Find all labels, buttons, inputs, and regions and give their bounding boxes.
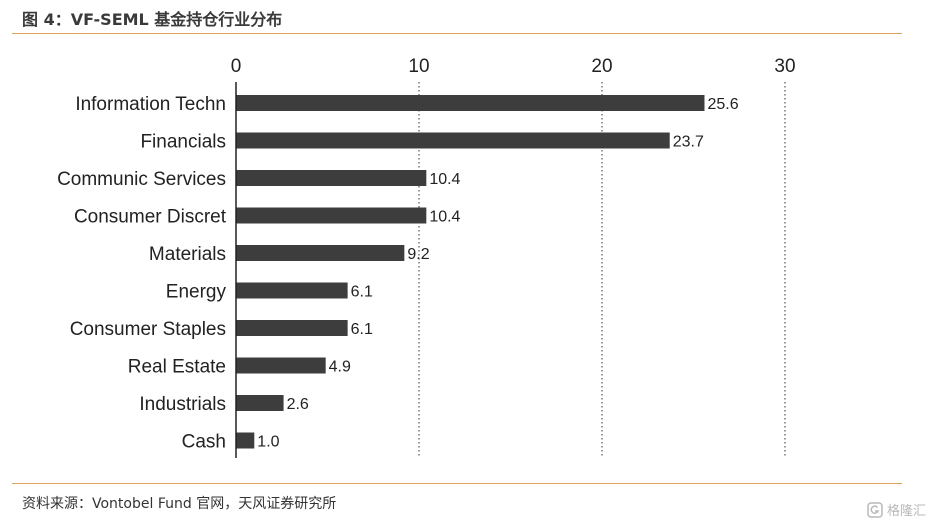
- bars: [236, 95, 705, 449]
- category-label: Consumer Discret: [74, 207, 227, 228]
- category-label: Materials: [149, 244, 226, 265]
- category-label: Communic Services: [57, 169, 226, 190]
- value-label: 1.0: [257, 434, 279, 451]
- watermark: 格隆汇: [867, 500, 926, 519]
- x-tick-label: 10: [408, 56, 429, 77]
- value-labels: 25.6 23.7 10.4 10.4 9.2 6.1 6.1 4.9 2.6 1.0: [257, 96, 738, 451]
- bottom-divider: [12, 483, 902, 484]
- brand-logo-icon: [867, 501, 883, 518]
- x-tick-label: 20: [591, 56, 612, 77]
- value-label: 4.9: [329, 359, 351, 376]
- category-label: Consumer Staples: [70, 319, 226, 340]
- x-tick-label: 30: [774, 56, 795, 77]
- value-label: 25.6: [707, 96, 738, 113]
- gridlines: [418, 82, 786, 458]
- bar: [236, 95, 705, 111]
- bar: [236, 282, 348, 299]
- category-labels: Information Techn Financials Communic Serv…: [57, 94, 227, 453]
- category-label: Real Estate: [128, 357, 226, 378]
- category-label: Energy: [166, 282, 227, 303]
- category-label: Cash: [182, 432, 226, 453]
- value-label: 23.7: [673, 134, 704, 151]
- bar: [236, 245, 405, 261]
- top-divider: [12, 33, 902, 34]
- bar-chart: 0 10 20 30 Information Techn Financials Commu…: [57, 56, 796, 458]
- category-label: Industrials: [139, 394, 226, 415]
- x-axis-ticks: 0 10 20 30: [231, 56, 796, 77]
- value-label: 10.4: [429, 209, 460, 226]
- chart-title: 图 4：VF-SEML 基金持仓行业分布: [22, 10, 283, 29]
- source-note: 资料来源：Vontobel Fund 官网，天风证券研究所: [22, 496, 337, 512]
- category-label: Information Techn: [75, 94, 226, 115]
- bar: [236, 170, 427, 186]
- bar: [236, 432, 255, 449]
- value-label: 9.2: [407, 246, 429, 263]
- watermark-text: 格隆汇: [886, 504, 926, 519]
- value-label: 2.6: [287, 396, 309, 413]
- x-tick-label: 0: [231, 56, 242, 77]
- bar: [236, 395, 284, 411]
- category-label: Financials: [140, 132, 226, 153]
- bar: [236, 207, 427, 224]
- bar: [236, 357, 326, 374]
- value-label: 10.4: [429, 171, 460, 188]
- bar: [236, 320, 348, 336]
- value-label: 6.1: [351, 284, 373, 301]
- value-label: 6.1: [351, 321, 373, 338]
- bar: [236, 132, 670, 149]
